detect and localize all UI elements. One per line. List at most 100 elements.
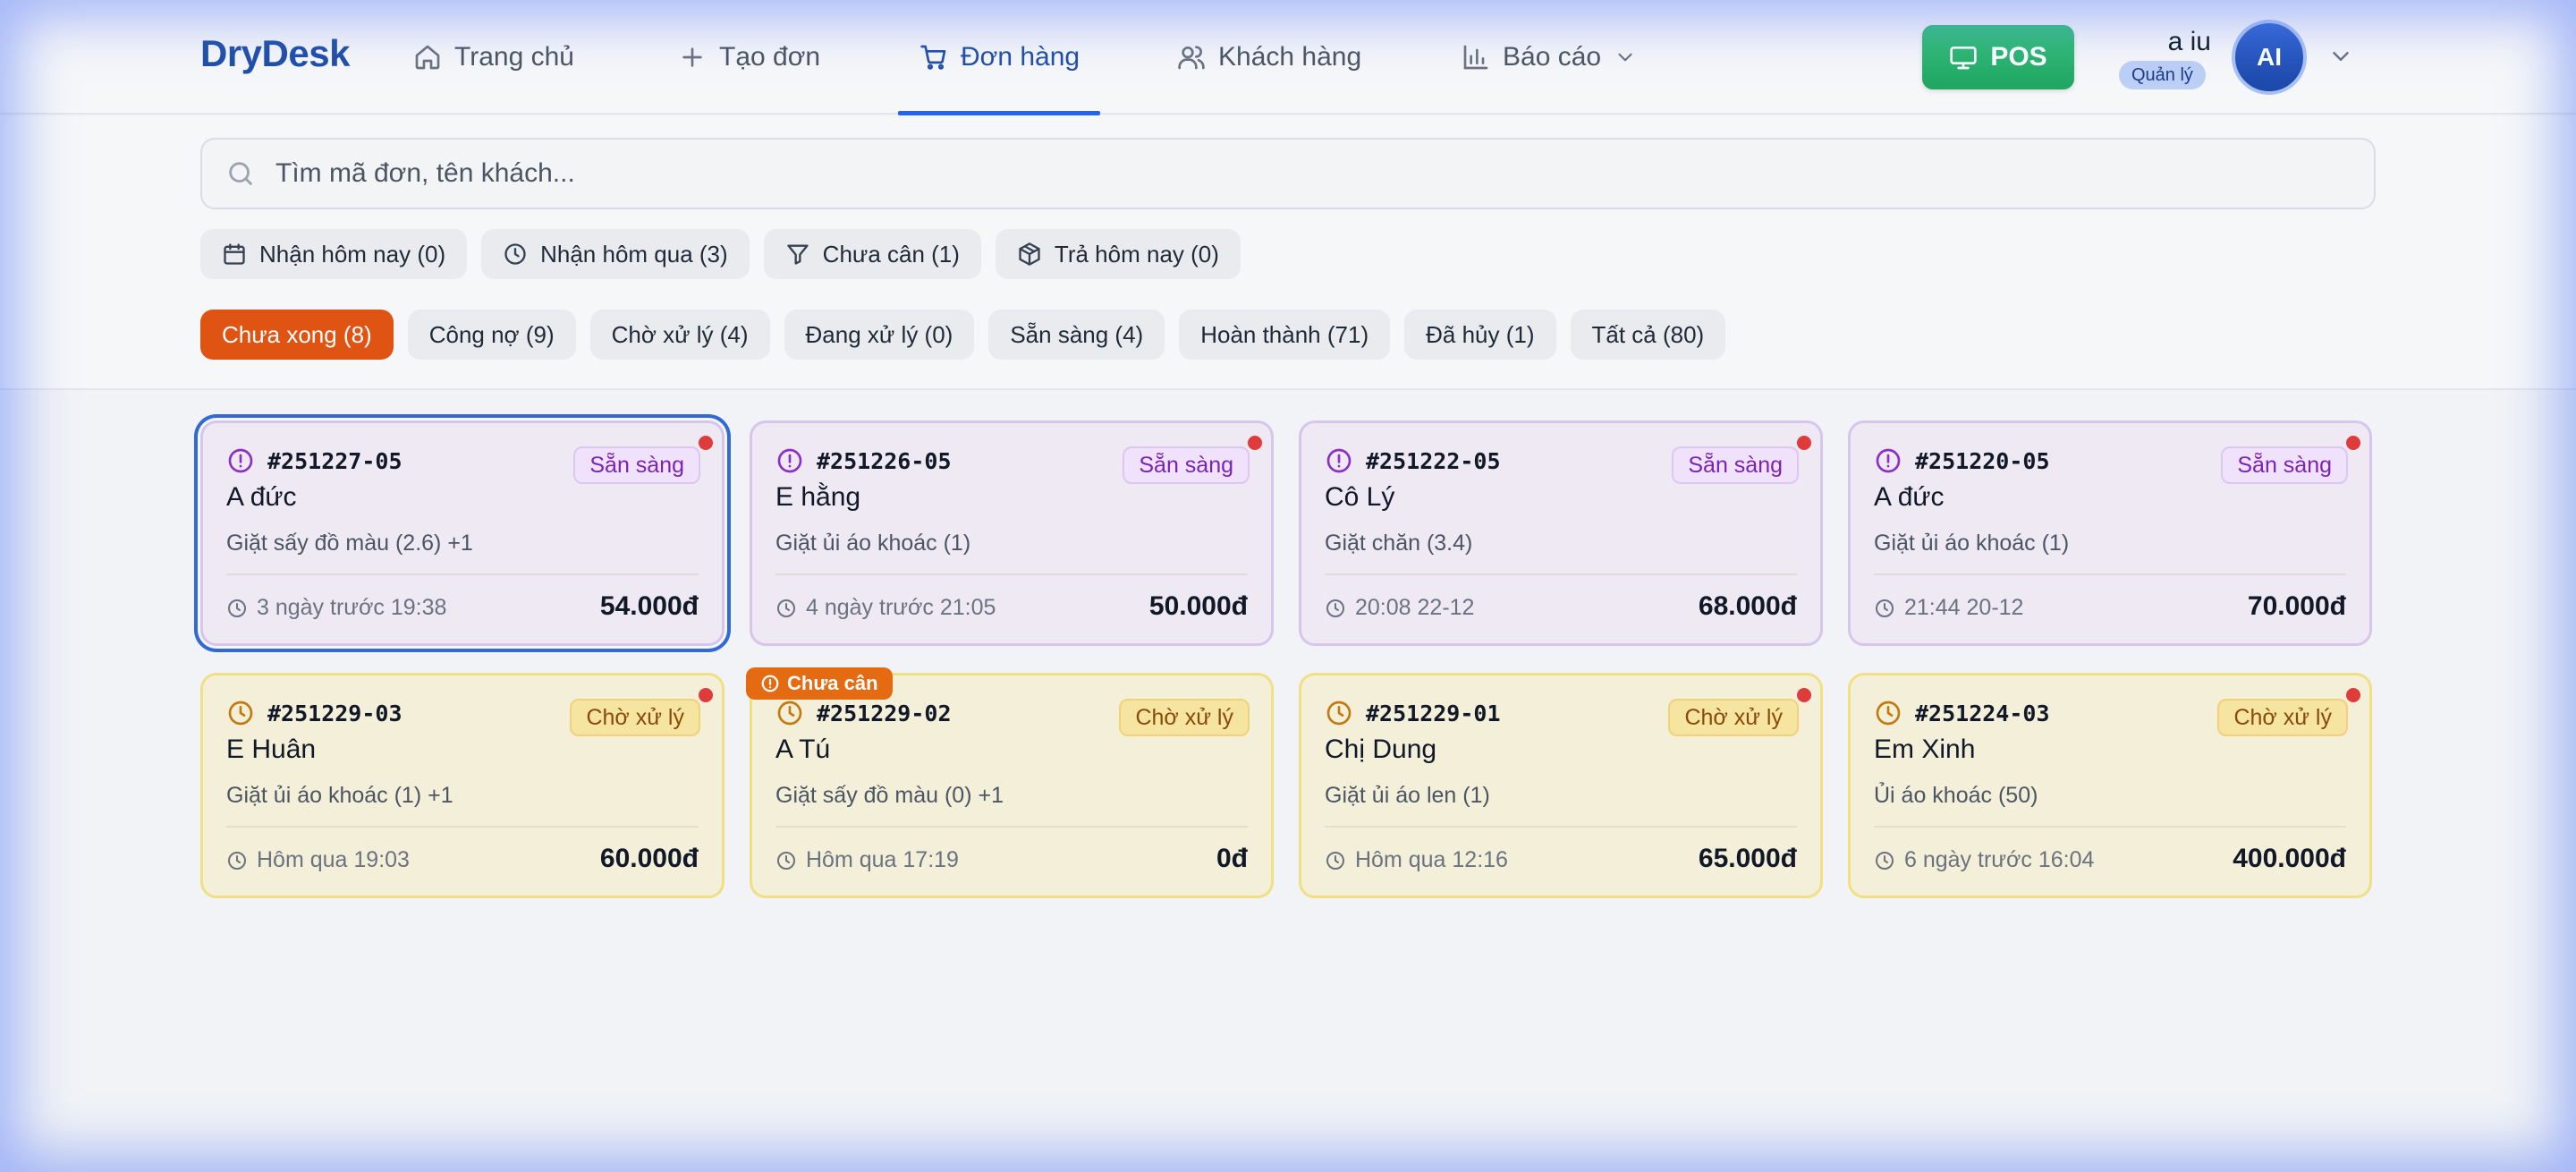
clock-icon [1326,851,1344,870]
order-code: #251229-02 [817,700,952,726]
search-icon [229,162,252,185]
order-card-header: #251224-03 [1874,699,2050,727]
quick-filter-row: Nhận hôm nay (0) Nhận hôm qua (3) Chưa c… [200,229,1241,279]
status-filter-ready[interactable]: Sẵn sàng (4) [988,310,1165,360]
order-card[interactable]: #251229-03 Chờ xử lý E Huân Giặt ủi áo k… [200,673,724,898]
chevron-down-icon [1618,53,1632,62]
card-divider [226,573,699,575]
order-card[interactable]: #251220-05 Sẵn sàng A đức Giặt ủi áo kho… [1848,420,2372,646]
order-price: 70.000đ [2247,591,2346,621]
order-code: #251224-03 [1915,700,2050,726]
order-time-label: Hôm qua 19:03 [257,847,410,872]
nav-home[interactable]: Trang chủ [413,0,574,115]
quick-filter-received-today[interactable]: Nhận hôm nay (0) [200,229,468,279]
clock-icon [777,599,795,617]
nav-customers[interactable]: Khách hàng [1177,0,1361,115]
nav-create-order[interactable]: Tạo đơn [678,0,820,115]
order-time-label: 21:44 20-12 [1904,595,2024,620]
service-summary: Giặt chăn (3.4) [1325,531,1473,556]
order-card-header: #251222-05 [1325,446,1501,475]
unpaid-dot [1248,436,1262,450]
status-filter-processing[interactable]: Đang xử lý (0) [784,310,975,360]
service-summary: Giặt ủi áo khoác (1) +1 [226,783,453,808]
status-filter-all[interactable]: Tất cả (80) [1570,310,1726,360]
status-filter-completed[interactable]: Hoàn thành (71) [1179,310,1391,360]
quick-filter-label: Nhận hôm qua (3) [540,240,728,268]
filter-icon [787,244,809,265]
home-icon [415,45,440,70]
customer-name: E hằng [775,482,861,512]
status-filter-cancelled[interactable]: Đã hủy (1) [1404,310,1556,360]
order-time-label: 6 ngày trước 16:04 [1904,847,2095,872]
quick-filter-return-today[interactable]: Trả hôm nay (0) [995,229,1241,279]
plus-icon [682,47,702,67]
filter-panel: Nhận hôm nay (0) Nhận hôm qua (3) Chưa c… [0,116,2576,390]
status-badge: Chờ xử lý [2217,699,2348,736]
customer-name: A đức [1874,482,1945,512]
card-divider [775,826,1248,828]
quick-filter-not-weighed[interactable]: Chưa cân (1) [763,229,981,279]
service-summary: Giặt sấy đồ màu (2.6) +1 [226,531,473,556]
status-filter-unfinished[interactable]: Chưa xong (8) [200,310,394,360]
status-badge: Sẵn sàng [1123,446,1250,484]
service-summary: Giặt ủi áo len (1) [1325,783,1490,808]
order-card[interactable]: #251229-01 Chờ xử lý Chị Dung Giặt ủi áo… [1299,673,1823,898]
clock-icon [504,243,526,265]
customer-name: A đức [226,482,297,512]
user-menu-chevron-icon[interactable] [2327,43,2354,70]
monitor-icon [1950,47,1977,70]
top-navbar: DryDesk Trang chủ Tạo đơn Đơn hàng Khách… [0,0,2576,115]
order-card[interactable]: #251224-03 Chờ xử lý Em Xinh Ủi áo khoác… [1848,673,2372,898]
order-card[interactable]: #251229-02 Chờ xử lý A Tú Giặt sấy đồ mà… [750,673,1274,898]
unpaid-dot [1797,688,1811,702]
order-code: #251220-05 [1915,447,2050,474]
service-summary: Giặt ủi áo khoác (1) [1874,531,2070,556]
nav-create-order-label: Tạo đơn [719,42,821,72]
clock-icon [777,701,802,726]
order-code: #251229-03 [267,700,402,726]
quick-filter-label: Nhận hôm nay (0) [259,240,446,268]
order-time-label: Hôm qua 17:19 [806,847,959,872]
user-role-badge: Quản lý [2119,61,2206,89]
order-price: 50.000đ [1148,591,1248,621]
status-badge: Chờ xử lý [1119,699,1250,736]
unpaid-dot [2346,436,2360,450]
status-filter-debt[interactable]: Công nợ (9) [407,310,576,360]
quick-filter-received-yesterday[interactable]: Nhận hôm qua (3) [481,229,750,279]
search-input[interactable] [275,158,2243,189]
cart-icon [920,45,946,70]
order-card[interactable]: #251222-05 Sẵn sàng Cô Lý Giặt chăn (3.4… [1299,420,1823,646]
order-code: #251227-05 [267,447,402,474]
card-divider [1325,826,1797,828]
search-box[interactable] [200,138,2376,209]
order-price: 68.000đ [1698,591,1797,621]
clock-icon [777,851,795,870]
order-price: 65.000đ [1698,844,1797,873]
status-filter-pending[interactable]: Chờ xử lý (4) [589,310,770,360]
clock-icon [1876,701,1901,726]
clock-icon [228,599,246,617]
order-code: #251229-01 [1366,700,1501,726]
customer-name: A Tú [775,735,831,764]
app-logo[interactable]: DryDesk [200,32,350,74]
pos-button[interactable]: POS [1922,25,2074,89]
clock-icon [228,701,253,726]
customer-name: Chị Dung [1325,735,1437,764]
nav-reports[interactable]: Báo cáo [1462,0,1637,115]
unpaid-dot [1797,436,1811,450]
order-time: 3 ngày trước 19:38 [226,595,446,621]
avatar[interactable]: AI [2232,20,2307,95]
order-card[interactable]: #251227-05 Sẵn sàng A đức Giặt sấy đồ mà… [200,420,724,646]
nav-orders[interactable]: Đơn hàng [919,0,1080,115]
order-time-label: 3 ngày trước 19:38 [257,595,447,620]
nav-home-label: Trang chủ [454,42,574,72]
order-card[interactable]: #251226-05 Sẵn sàng E hằng Giặt ủi áo kh… [750,420,1274,646]
alert-circle-icon [1876,448,1901,473]
customer-name: Cô Lý [1325,482,1395,512]
order-time: Hôm qua 12:16 [1325,847,1508,873]
status-badge: Sẵn sàng [573,446,700,484]
clock-icon [1326,599,1344,617]
card-divider [1325,573,1797,575]
card-divider [775,573,1248,575]
package-icon [1019,242,1040,266]
